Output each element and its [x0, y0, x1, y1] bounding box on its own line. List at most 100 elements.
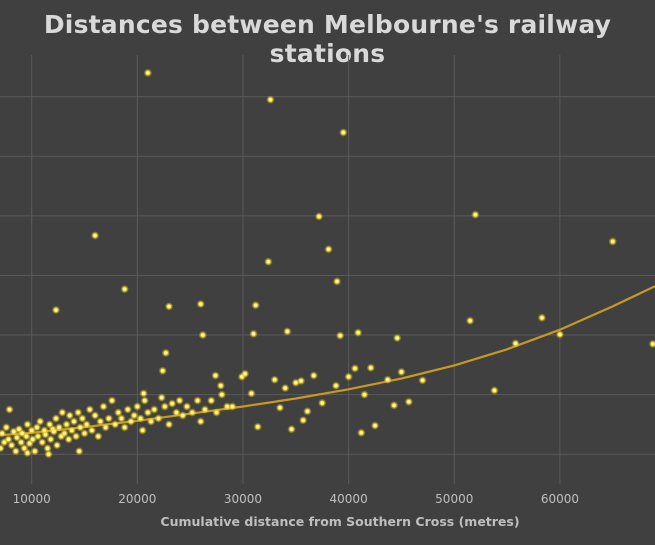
data-point [78, 425, 83, 430]
data-point [110, 398, 114, 403]
data-point [103, 425, 108, 430]
data-point [116, 410, 121, 415]
data-point [11, 429, 16, 434]
data-point [317, 214, 321, 219]
data-points [0, 68, 655, 459]
data-point [299, 379, 303, 383]
data-point [30, 437, 35, 442]
data-point [119, 416, 124, 421]
data-point [98, 419, 103, 424]
data-point [54, 416, 58, 421]
data-point [195, 398, 200, 403]
data-point [113, 422, 117, 427]
data-point [230, 404, 235, 409]
data-point [0, 431, 4, 436]
data-point [67, 413, 72, 418]
data-point [60, 410, 65, 415]
data-point [407, 399, 411, 404]
data-point [57, 425, 61, 430]
data-point [52, 429, 56, 434]
data-point [356, 330, 360, 335]
data-point [468, 318, 472, 323]
data-point [373, 423, 377, 428]
data-point [35, 425, 39, 430]
data-point [341, 130, 346, 135]
data-point [80, 416, 85, 421]
data-point [146, 71, 150, 75]
data-point [305, 409, 310, 414]
data-point [213, 373, 218, 378]
data-point [84, 422, 89, 427]
data-point [198, 419, 203, 424]
data-point [55, 443, 59, 448]
data-point [301, 418, 306, 423]
data-point [513, 341, 518, 346]
data-point [198, 302, 203, 306]
data-point [272, 377, 277, 382]
data-point [353, 366, 357, 371]
data-point [141, 391, 146, 396]
data-point [22, 446, 27, 451]
data-point [338, 333, 342, 338]
data-point [174, 410, 179, 415]
data-point [278, 405, 282, 410]
data-point [19, 440, 23, 445]
data-point [289, 427, 294, 431]
data-point [14, 449, 18, 454]
data-point [54, 308, 58, 312]
data-point [33, 449, 37, 454]
data-point [220, 392, 224, 397]
data-point [167, 422, 171, 427]
data-point [15, 435, 19, 440]
data-point [362, 392, 367, 397]
data-point [540, 315, 544, 320]
data-point [25, 451, 30, 455]
data-point [160, 368, 165, 373]
data-point [385, 377, 390, 382]
data-point [266, 259, 271, 264]
data-point [36, 434, 40, 439]
data-point [185, 404, 189, 409]
data-point [253, 303, 258, 308]
data-point [87, 407, 92, 412]
data-point [243, 371, 247, 376]
x-tick-label: 30000 [224, 492, 262, 506]
data-point [82, 431, 87, 436]
data-point [159, 395, 164, 400]
data-point [43, 432, 48, 437]
data-point [38, 419, 42, 424]
data-point [138, 416, 143, 421]
data-point [164, 351, 168, 355]
data-point [326, 247, 331, 252]
data-point [255, 425, 260, 429]
gridlines [0, 55, 655, 484]
data-point [335, 279, 339, 284]
data-point [9, 443, 14, 448]
data-point [64, 422, 69, 427]
x-axis-title: Cumulative distance from Southern Cross … [160, 514, 519, 529]
data-point [72, 419, 76, 424]
data-point [203, 407, 207, 412]
data-point [152, 407, 157, 412]
data-point [420, 378, 425, 383]
x-tick-label: 20000 [118, 492, 156, 506]
data-point [135, 404, 140, 409]
trendline [0, 285, 655, 437]
data-point [163, 404, 167, 409]
data-point [96, 434, 101, 439]
data-point [359, 430, 364, 435]
data-point [492, 388, 497, 393]
data-point [334, 383, 338, 388]
data-point [346, 374, 351, 379]
data-point [74, 434, 78, 439]
data-point [77, 449, 82, 454]
data-point [24, 434, 29, 439]
data-point [93, 233, 97, 238]
data-point [122, 425, 127, 430]
x-tick-label: 60000 [541, 492, 579, 506]
data-point [40, 440, 45, 445]
data-point [180, 413, 185, 418]
data-point [177, 398, 182, 403]
data-point [225, 404, 229, 409]
